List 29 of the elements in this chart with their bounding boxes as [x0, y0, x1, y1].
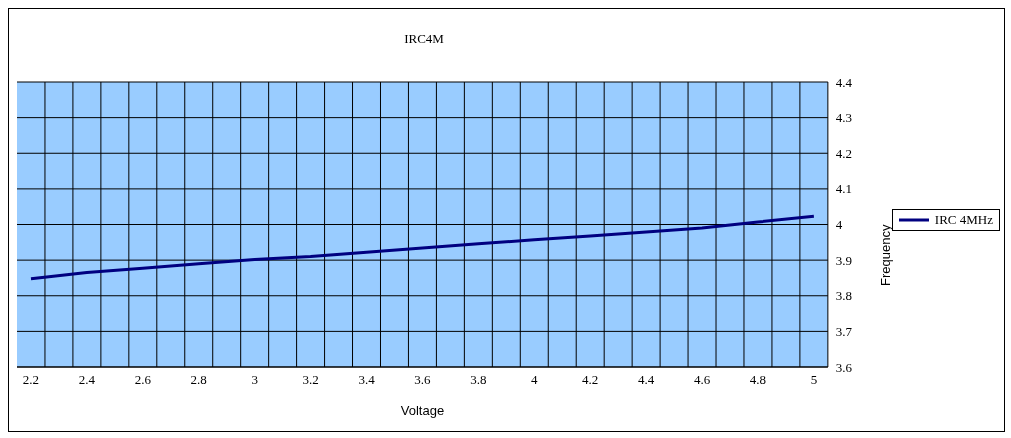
- y-tick-label: 3.8: [835, 288, 853, 304]
- y-tick-label: 4.3: [835, 110, 853, 126]
- x-tick-label: 4.8: [749, 372, 767, 388]
- y-tick-label: 4.1: [835, 181, 853, 197]
- x-tick-label: 3.2: [302, 372, 319, 388]
- x-tick-label: 4.6: [693, 372, 711, 388]
- x-tick-label: 4: [531, 372, 539, 388]
- x-tick-label: 3.6: [414, 372, 432, 388]
- y-tick-label: 4: [835, 217, 843, 233]
- y-tick-label: 4.4: [835, 74, 853, 90]
- x-tick-label: 2.4: [78, 372, 96, 388]
- x-tick-label: 3.4: [358, 372, 376, 388]
- y-tick-label: 3.9: [835, 252, 853, 268]
- x-tick-label: 2.8: [190, 372, 207, 388]
- legend-label: IRC 4MHz: [934, 212, 993, 228]
- x-tick-label: 4.2: [582, 372, 599, 388]
- chart-title: IRC4M: [403, 31, 445, 47]
- x-axis-title: Voltage: [400, 403, 445, 418]
- x-tick-label: 3.8: [470, 372, 487, 388]
- line-series: [29, 214, 816, 281]
- y-tick-label: 3.6: [835, 359, 853, 375]
- x-tick-label: 2.2: [22, 372, 40, 388]
- y-tick-label: 3.7: [835, 323, 853, 339]
- x-tick-label: 5: [810, 372, 818, 388]
- y-tick-label: 4.2: [835, 145, 853, 161]
- y-axis-title: Frequency: [878, 224, 894, 286]
- x-tick-label: 4.4: [637, 372, 655, 388]
- x-tick-label: 2.6: [134, 372, 152, 388]
- x-tick-label: 3: [251, 372, 258, 388]
